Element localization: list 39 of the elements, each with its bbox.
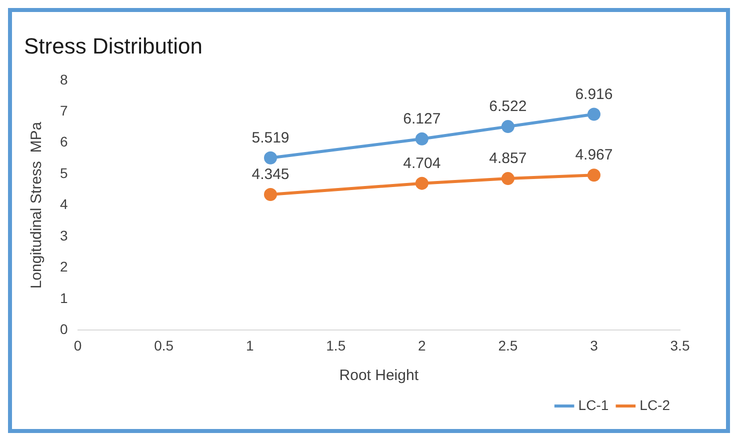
data-label: 6.127 [403, 110, 441, 128]
x-tick-label: 1.5 [326, 337, 346, 354]
data-label: 4.967 [575, 146, 613, 164]
chart-title: Stress Distribution [24, 33, 203, 58]
y-tick-label: 2 [60, 258, 68, 275]
y-tick-label: 1 [60, 290, 68, 306]
data-label: 4.345 [252, 166, 290, 184]
y-tick-label: 6 [60, 134, 68, 150]
data-label: 6.916 [575, 86, 613, 103]
y-tick-label: 8 [60, 71, 68, 88]
y-axis-title: Longitudinal Stress MPa [28, 121, 46, 289]
y-tick-label: 7 [60, 102, 68, 118]
point [587, 168, 600, 182]
x-tick-label: 0.5 [154, 337, 174, 354]
point [264, 188, 277, 202]
y-tick-label: 4 [60, 196, 68, 212]
x-tick-label: 1 [246, 337, 254, 354]
legend-label: LC-2 [640, 396, 670, 413]
point [415, 132, 428, 146]
data-label: 4.857 [489, 150, 527, 168]
point [587, 108, 600, 121]
x-tick-label: 3.5 [670, 337, 690, 354]
point [264, 151, 277, 164]
x-tick-label: 2.5 [498, 337, 518, 354]
y-tick-label: 5 [60, 164, 68, 181]
frame: Root Height Longitudinal Stress MPa LC-1 LC-2 Stress Distribution 0 0.5 1 1.5 2 2.5 3 3.5 0 1 2 3 4 5 6 7 8 5.519 6.127 6.522 6.916 4.345 4.704 4.857 4.967 [8, 8, 730, 433]
point [501, 172, 514, 186]
x-tick-label: 3 [590, 337, 598, 354]
point [415, 176, 428, 190]
data-label: 4.704 [403, 154, 441, 172]
x-axis-title: Root Height [339, 367, 420, 384]
y-tick-label: 3 [60, 227, 68, 244]
legend-label: LC-1 [578, 396, 609, 413]
y-tick-label: 0 [60, 321, 68, 338]
data-label: 5.519 [252, 130, 290, 147]
point [501, 120, 514, 134]
data-label: 6.522 [489, 98, 527, 116]
x-tick-label: 0 [74, 337, 82, 354]
x-tick-label: 2 [418, 337, 426, 354]
